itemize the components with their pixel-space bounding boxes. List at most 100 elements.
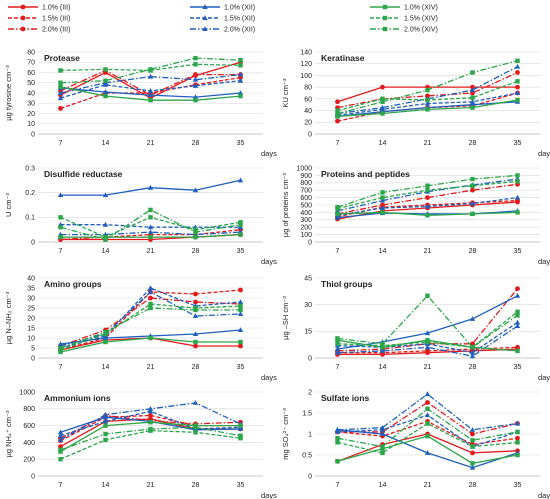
data-point <box>514 319 521 325</box>
data-point <box>238 222 243 227</box>
data-point <box>102 414 109 420</box>
data-point <box>148 305 153 311</box>
chart-panel: 0 10 20 30 40 50 60 70 80 7 14 21 28 35 days µg tyrosin… <box>4 49 277 158</box>
legend-marker <box>20 4 26 10</box>
data-point <box>425 348 430 354</box>
x-tick-label: 28 <box>192 140 200 147</box>
data-point <box>192 76 199 82</box>
data-point <box>147 406 154 411</box>
data-point <box>192 83 199 88</box>
y-tick-label: 900 <box>300 173 312 180</box>
data-point <box>237 311 244 316</box>
data-point <box>425 183 430 188</box>
y-tick-label: 50 <box>27 80 35 87</box>
y-axis-label: KU cm⁻³ <box>281 78 290 107</box>
data-point <box>515 440 520 445</box>
x-tick-label: 35 <box>514 140 522 147</box>
data-point <box>425 406 430 411</box>
y-axis-label: µg of proteins cm⁻³ <box>281 172 290 237</box>
x-tick-label: 35 <box>514 364 522 371</box>
data-point <box>424 391 431 397</box>
data-point <box>147 285 154 290</box>
data-point <box>148 426 153 432</box>
x-tick-label: 28 <box>192 248 200 255</box>
data-point <box>515 173 520 178</box>
x-tick-label: 7 <box>59 248 63 255</box>
series-line <box>337 325 518 357</box>
data-point <box>334 427 341 432</box>
data-point <box>148 295 153 301</box>
x-tick-label: 14 <box>379 140 387 147</box>
data-point <box>148 420 153 425</box>
series-line <box>337 71 518 109</box>
data-point <box>515 348 520 354</box>
data-point <box>425 97 430 103</box>
y-tick-label: 0 <box>31 239 35 246</box>
y-tick-label: 100 <box>300 232 312 239</box>
panel-title: Proteins and peptides <box>321 169 410 179</box>
data-point <box>193 234 198 240</box>
data-point <box>515 79 520 84</box>
data-point <box>425 433 430 439</box>
x-tick-label: 14 <box>102 140 110 147</box>
data-point <box>425 188 430 193</box>
data-point <box>192 94 199 100</box>
data-point <box>469 87 476 93</box>
y-tick-label: 600 <box>300 195 312 202</box>
y-tick-label: 60 <box>27 70 35 77</box>
chart-panel: 0 0.1 0.2 0.3 7 14 21 28 35 days U cm⁻³ Disulfide r… <box>4 165 277 266</box>
x-tick-label: 35 <box>237 140 245 147</box>
series <box>57 177 244 198</box>
data-point <box>335 111 340 116</box>
legend-label: 1.0% (XIV) <box>404 5 438 12</box>
y-tick-label: 400 <box>23 440 35 447</box>
x-axis-label: days <box>261 373 277 382</box>
y-tick-label: 140 <box>300 49 312 56</box>
y-tick-label: 35 <box>27 285 35 292</box>
data-point <box>193 229 198 235</box>
data-point <box>469 427 476 432</box>
panel-title: Disulfide reductase <box>44 169 123 179</box>
data-point <box>424 344 431 350</box>
data-point <box>470 431 475 437</box>
legend-label: 2.0% (XIV) <box>404 27 438 34</box>
legend-label: 1.5% (XIV) <box>404 16 438 23</box>
data-point <box>425 107 430 112</box>
y-tick-label: 1000 <box>296 165 312 172</box>
series <box>335 173 520 210</box>
legend-entry: 2.0% (XIV) <box>370 27 438 34</box>
series-line <box>60 73 241 94</box>
data-point <box>470 461 475 466</box>
data-point <box>148 215 153 220</box>
series <box>58 207 243 242</box>
y-tick-label: 25 <box>27 305 35 312</box>
data-point <box>147 184 154 190</box>
series <box>335 84 520 105</box>
series-line <box>337 401 518 435</box>
panel-title: Keratinase <box>321 53 365 63</box>
y-tick-label: 0 <box>308 355 312 362</box>
series-line <box>60 231 241 236</box>
y-tick-label: 0 <box>308 239 312 246</box>
x-tick-label: 28 <box>469 364 477 371</box>
legend-entry: 1.0% (XIV) <box>370 5 438 12</box>
legend-label: 2.0% (XII) <box>224 27 255 34</box>
y-tick-label: 5 <box>31 345 35 352</box>
data-point <box>57 432 64 438</box>
y-tick-label: 10 <box>27 335 35 342</box>
data-point <box>58 105 63 111</box>
data-point <box>470 345 475 350</box>
y-axis-label: mg SO₄²⁻ cm⁻³ <box>281 408 290 460</box>
data-point <box>335 108 340 113</box>
legend-entry: 1.5% (XII) <box>190 15 255 23</box>
data-point <box>380 99 385 104</box>
data-point <box>238 63 243 68</box>
y-tick-label: 70 <box>27 60 35 67</box>
x-tick-label: 7 <box>59 364 63 371</box>
series-line <box>60 297 241 347</box>
x-tick-label: 21 <box>424 248 432 255</box>
legend-marker <box>382 15 388 21</box>
data-point <box>238 343 243 349</box>
data-point <box>380 210 385 215</box>
x-axis-label: days <box>538 373 550 382</box>
